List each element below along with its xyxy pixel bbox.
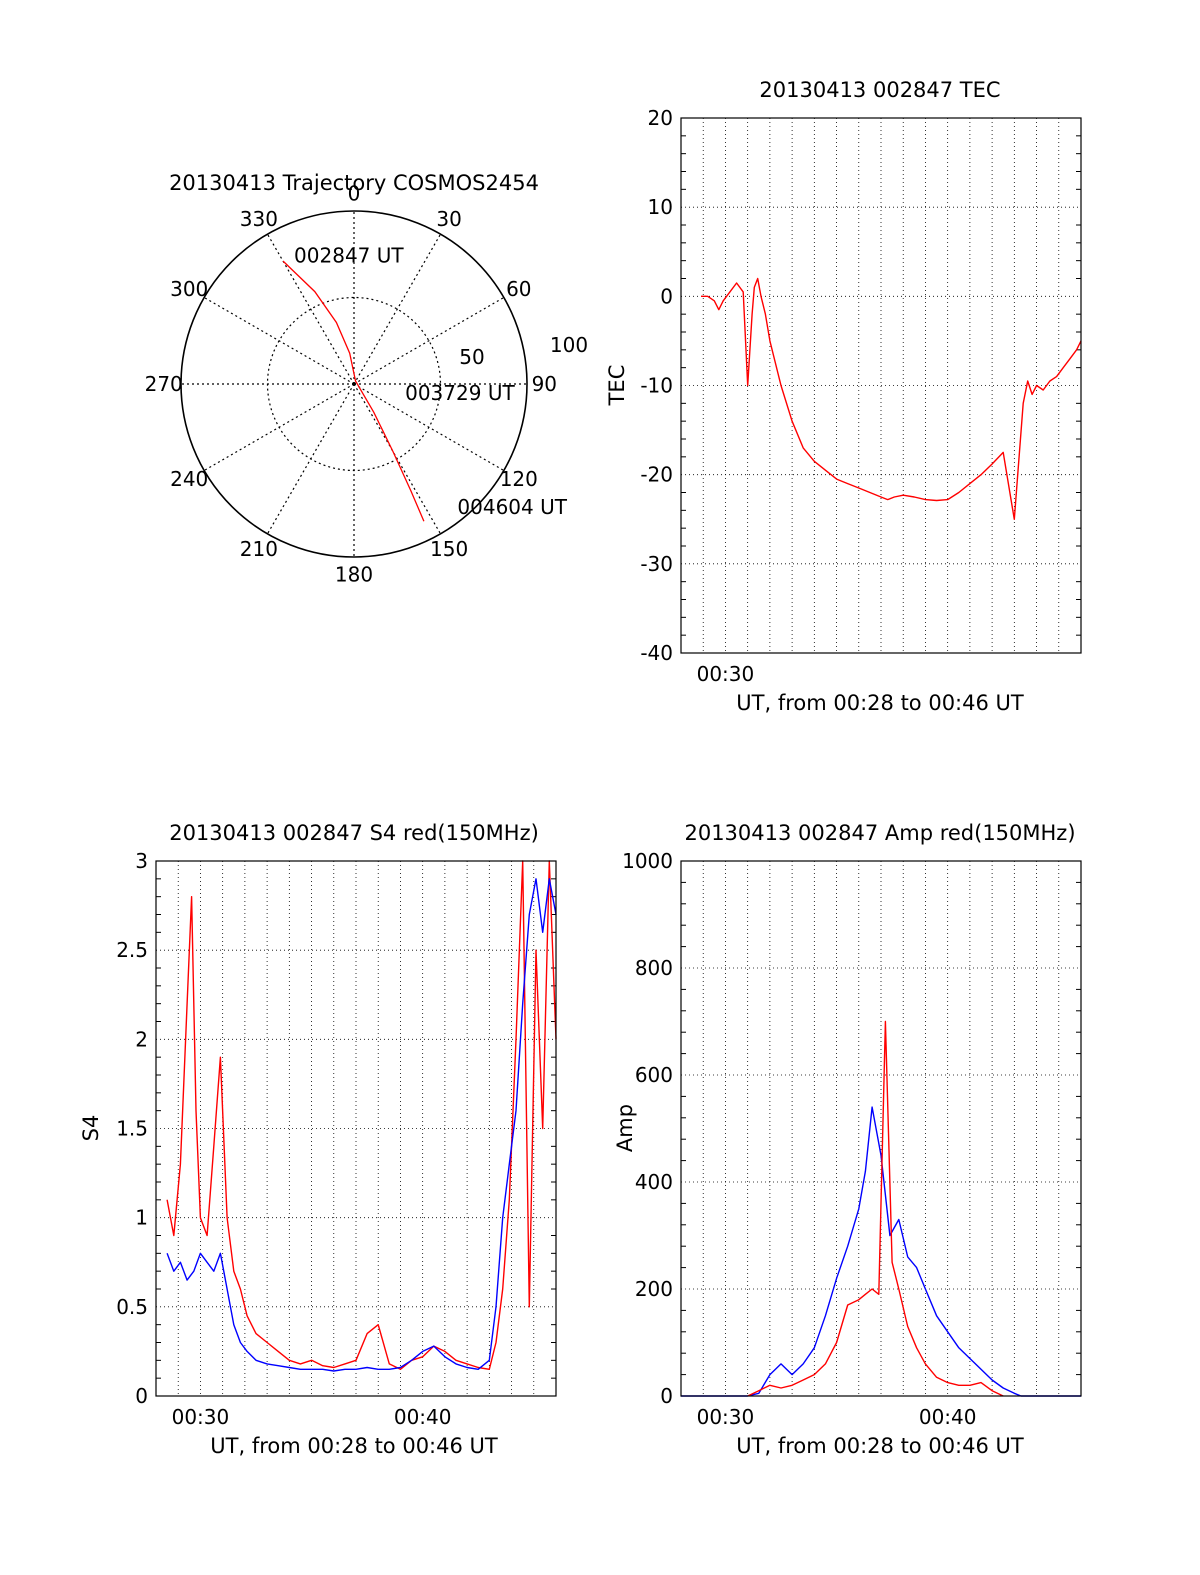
- amp-xlabel: UT, from 00:28 to 00:46 UT: [736, 1434, 1024, 1458]
- polar-spoke: [353, 296, 505, 385]
- series-line: [681, 1106, 1081, 1397]
- polar-spoke: [353, 233, 442, 385]
- polar-angle-label: 0: [348, 182, 361, 206]
- polar-angle-label: 150: [430, 537, 468, 561]
- polar-spoke: [353, 383, 442, 535]
- polar-trajectory-chart: 20130413 Trajectory COSMOS2454 0 30 60 90 12…: [145, 171, 588, 586]
- y-tick-label: 1.5: [116, 1117, 148, 1141]
- y-tick-label: 0: [135, 1384, 148, 1408]
- polar-spoke: [266, 233, 355, 385]
- tec-title: 20130413 002847 TEC: [759, 78, 1000, 102]
- y-tick-label: 800: [635, 956, 673, 980]
- s4-plot-area: 0 0.5 1 1.5 2 2.5 3 00:30 00:40: [116, 849, 557, 1429]
- polar-angle-label: 210: [240, 537, 278, 561]
- amp-plot-area: 0 200 400 600 800 1000 00:30 00:40: [622, 849, 1082, 1429]
- y-tick-label: 0: [660, 1384, 673, 1408]
- x-tick-label: 00:40: [394, 1405, 452, 1429]
- y-tick-label: -30: [640, 552, 673, 576]
- y-tick-label: 10: [648, 195, 673, 219]
- series-line: [166, 878, 557, 1372]
- plot-frame: [155, 860, 557, 1397]
- y-tick-label: 0.5: [116, 1295, 148, 1319]
- trajectory-line: [282, 260, 425, 522]
- polar-spoke: [266, 383, 355, 535]
- y-tick-label: 1000: [622, 849, 673, 873]
- polar-angle-label: 30: [436, 207, 461, 231]
- x-tick-label: 00:40: [919, 1405, 977, 1429]
- polar-outer-ring: [180, 210, 528, 558]
- x-tick-label: 00:30: [172, 1405, 230, 1429]
- s4-ylabel: S4: [79, 1115, 103, 1142]
- series-line: [701, 277, 1082, 520]
- polar-angle-label: 90: [532, 372, 557, 396]
- polar-spoke: [203, 383, 355, 472]
- polar-angle-label: 300: [170, 277, 208, 301]
- x-tick-label: 00:30: [697, 1405, 755, 1429]
- polar-angle-label: 60: [506, 277, 531, 301]
- y-tick-label: 600: [635, 1063, 673, 1087]
- tec-xlabel: UT, from 00:28 to 00:46 UT: [736, 691, 1024, 715]
- polar-angle-label: 270: [145, 372, 183, 396]
- y-tick-label: 1: [135, 1206, 148, 1230]
- y-tick-label: 0: [660, 284, 673, 308]
- polar-title: 20130413 Trajectory COSMOS2454: [169, 171, 539, 195]
- y-tick-label: 200: [635, 1277, 673, 1301]
- polar-angle-label: 180: [335, 562, 373, 586]
- polar-time-annotation: 002847 UT: [294, 243, 404, 267]
- series-line: [747, 1020, 1004, 1397]
- y-tick-label: -10: [640, 374, 673, 398]
- s4-chart: 20130413 002847 S4 red(150MHz) S4 UT, fr…: [79, 821, 557, 1458]
- tec-chart: 20130413 002847 TEC TEC UT, from 00:28 t…: [605, 78, 1082, 715]
- y-tick-label: 2.5: [116, 938, 148, 962]
- polar-angle-label: 330: [240, 207, 278, 231]
- y-tick-label: 400: [635, 1170, 673, 1194]
- y-tick-label: -40: [640, 641, 673, 665]
- tec-ylabel: TEC: [605, 365, 629, 407]
- polar-time-annotation: 004604 UT: [457, 495, 567, 519]
- plot-frame: [680, 117, 1082, 654]
- polar-spoke: [353, 383, 505, 472]
- amp-title: 20130413 002847 Amp red(150MHz): [684, 821, 1075, 845]
- y-tick-label: 20: [648, 106, 673, 130]
- series-line: [166, 860, 557, 1370]
- s4-xlabel: UT, from 00:28 to 00:46 UT: [210, 1434, 498, 1458]
- plot-frame: [680, 860, 1082, 1397]
- amp-chart: 20130413 002847 Amp red(150MHz) Amp UT, …: [613, 821, 1082, 1458]
- polar-spoke: [203, 296, 355, 385]
- polar-time-annotation: 003729 UT: [405, 381, 515, 405]
- polar-radial-label: 50: [459, 345, 484, 369]
- s4-title: 20130413 002847 S4 red(150MHz): [169, 821, 539, 845]
- x-tick-label: 00:30: [697, 662, 755, 686]
- polar-radial-label: 100: [550, 333, 588, 357]
- polar-angle-label: 120: [500, 467, 538, 491]
- polar-angle-label: 240: [170, 467, 208, 491]
- y-tick-label: 3: [135, 849, 148, 873]
- y-tick-label: 2: [135, 1027, 148, 1051]
- y-tick-label: -20: [640, 463, 673, 487]
- amp-ylabel: Amp: [613, 1104, 637, 1152]
- tec-plot-area: -40 -30 -20 -10 0 10 20 00:30: [640, 106, 1082, 686]
